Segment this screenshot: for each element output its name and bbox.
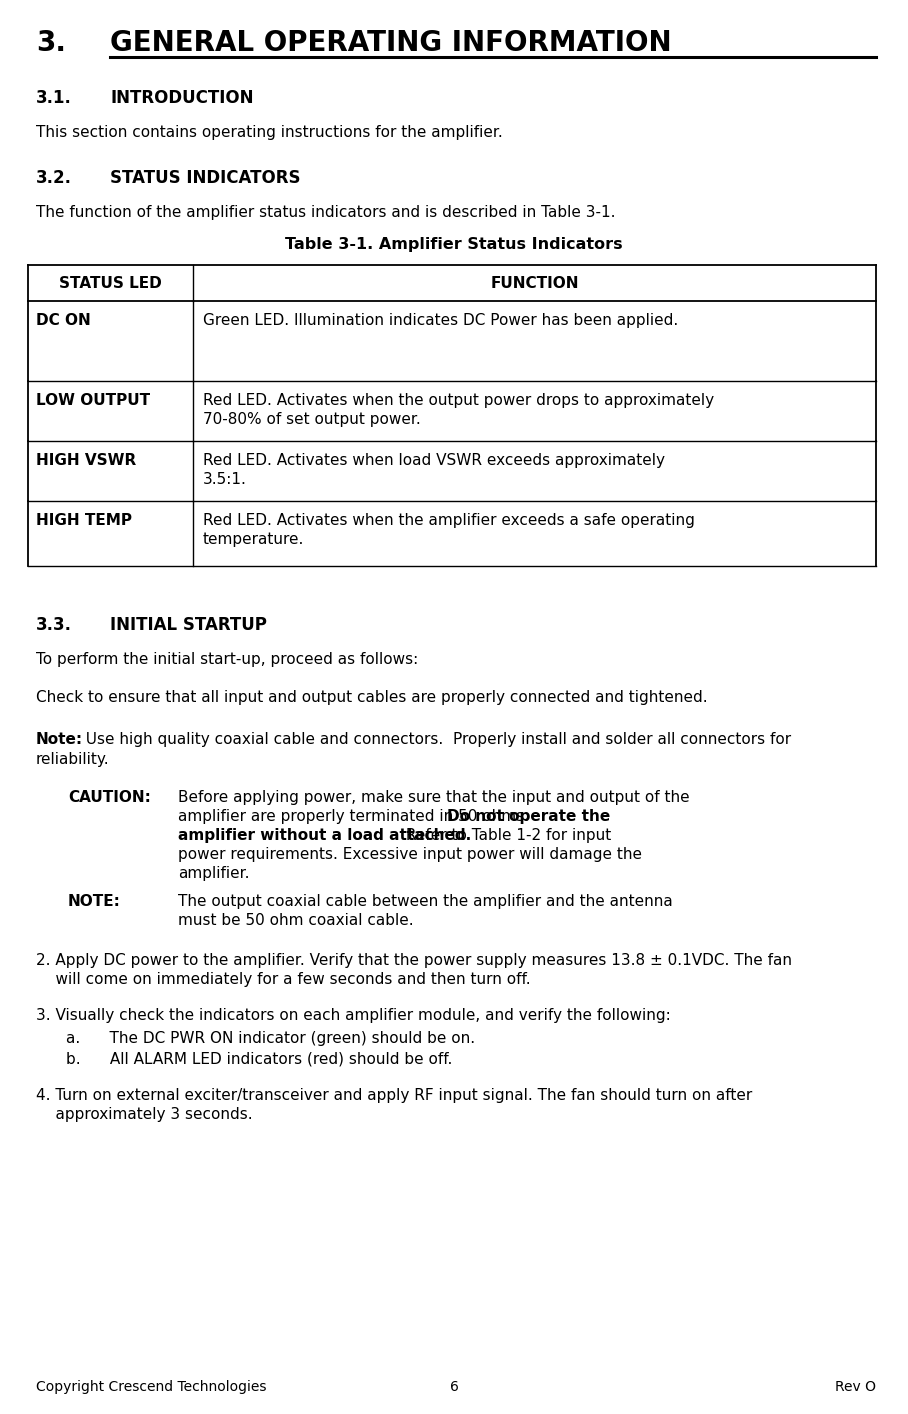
Text: To perform the initial start-up, proceed as follows:: To perform the initial start-up, proceed… xyxy=(36,652,419,667)
Text: INTRODUCTION: INTRODUCTION xyxy=(110,89,253,107)
Text: Red LED. Activates when load VSWR exceeds approximately: Red LED. Activates when load VSWR exceed… xyxy=(203,452,665,468)
Text: 2. Apply DC power to the amplifier. Verify that the power supply measures 13.8 ±: 2. Apply DC power to the amplifier. Veri… xyxy=(36,953,792,969)
Text: INITIAL STARTUP: INITIAL STARTUP xyxy=(110,617,267,633)
Text: HIGH TEMP: HIGH TEMP xyxy=(36,513,132,527)
Text: amplifier without a load attached.: amplifier without a load attached. xyxy=(178,829,471,843)
Text: reliability.: reliability. xyxy=(36,752,110,766)
Text: temperature.: temperature. xyxy=(203,532,304,547)
Text: a.      The DC PWR ON indicator (green) should be on.: a. The DC PWR ON indicator (green) shoul… xyxy=(66,1031,475,1046)
Text: Before applying power, make sure that the input and output of the: Before applying power, make sure that th… xyxy=(178,790,689,805)
Text: 3.1.: 3.1. xyxy=(36,89,72,107)
Text: The function of the amplifier status indicators and is described in Table 3-1.: The function of the amplifier status ind… xyxy=(36,205,616,221)
Text: Rev O: Rev O xyxy=(835,1380,876,1394)
Text: 70-80% of set output power.: 70-80% of set output power. xyxy=(203,411,420,427)
Text: Copyright Crescend Technologies: Copyright Crescend Technologies xyxy=(36,1380,267,1394)
Text: CAUTION:: CAUTION: xyxy=(68,790,151,805)
Text: Table 3-1. Amplifier Status Indicators: Table 3-1. Amplifier Status Indicators xyxy=(285,238,623,252)
Text: FUNCTION: FUNCTION xyxy=(490,276,578,290)
Text: 3.2.: 3.2. xyxy=(36,170,72,187)
Text: Check to ensure that all input and output cables are properly connected and tigh: Check to ensure that all input and outpu… xyxy=(36,690,707,706)
Text: approximately 3 seconds.: approximately 3 seconds. xyxy=(36,1107,252,1121)
Text: Note:: Note: xyxy=(36,732,84,747)
Text: The output coaxial cable between the amplifier and the antenna: The output coaxial cable between the amp… xyxy=(178,894,673,909)
Text: power requirements. Excessive input power will damage the: power requirements. Excessive input powe… xyxy=(178,847,642,863)
Text: HIGH VSWR: HIGH VSWR xyxy=(36,452,136,468)
Text: NOTE:: NOTE: xyxy=(68,894,121,909)
Text: Red LED. Activates when the amplifier exceeds a safe operating: Red LED. Activates when the amplifier ex… xyxy=(203,513,695,527)
Text: will come on immediately for a few seconds and then turn off.: will come on immediately for a few secon… xyxy=(36,971,530,987)
Text: 3. Visually check the indicators on each amplifier module, and verify the follow: 3. Visually check the indicators on each… xyxy=(36,1008,671,1022)
Text: GENERAL OPERATING INFORMATION: GENERAL OPERATING INFORMATION xyxy=(110,30,672,57)
Text: b.      All ALARM LED indicators (red) should be off.: b. All ALARM LED indicators (red) should… xyxy=(66,1052,452,1068)
Text: STATUS LED: STATUS LED xyxy=(59,276,162,290)
Text: Use high quality coaxial cable and connectors.  Properly install and solder all : Use high quality coaxial cable and conne… xyxy=(76,732,791,747)
Text: Green LED. Illumination indicates DC Power has been applied.: Green LED. Illumination indicates DC Pow… xyxy=(203,312,678,328)
Text: 3.3.: 3.3. xyxy=(36,617,72,633)
Text: amplifier.: amplifier. xyxy=(178,865,250,881)
Text: Do not operate the: Do not operate the xyxy=(447,809,610,824)
Text: LOW OUTPUT: LOW OUTPUT xyxy=(36,393,150,409)
Text: STATUS INDICATORS: STATUS INDICATORS xyxy=(110,170,301,187)
Text: 4. Turn on external exciter/transceiver and apply RF input signal. The fan shoul: 4. Turn on external exciter/transceiver … xyxy=(36,1087,752,1103)
Text: must be 50 ohm coaxial cable.: must be 50 ohm coaxial cable. xyxy=(178,913,414,928)
Text: amplifier are properly terminated in 50 ohms.: amplifier are properly terminated in 50 … xyxy=(178,809,534,824)
Text: 3.5:1.: 3.5:1. xyxy=(203,472,247,486)
Text: Refer to Table 1-2 for input: Refer to Table 1-2 for input xyxy=(400,829,611,843)
Text: DC ON: DC ON xyxy=(36,312,91,328)
Text: 6: 6 xyxy=(449,1380,459,1394)
Text: 3.: 3. xyxy=(36,30,66,57)
Text: Red LED. Activates when the output power drops to approximately: Red LED. Activates when the output power… xyxy=(203,393,714,409)
Text: This section contains operating instructions for the amplifier.: This section contains operating instruct… xyxy=(36,124,503,140)
